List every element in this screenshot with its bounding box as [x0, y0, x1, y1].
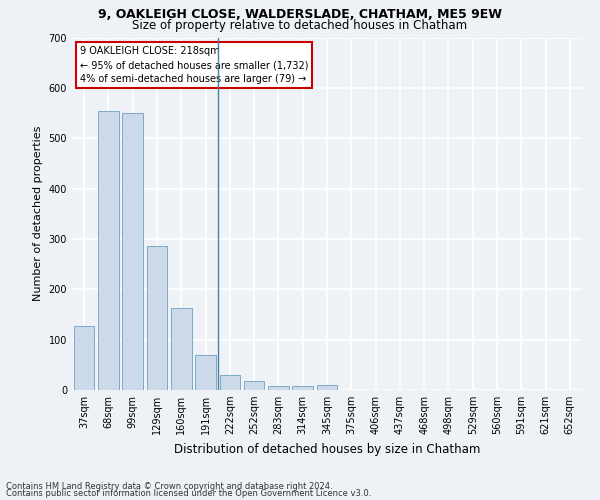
X-axis label: Distribution of detached houses by size in Chatham: Distribution of detached houses by size … [174, 442, 480, 456]
Text: 9, OAKLEIGH CLOSE, WALDERSLADE, CHATHAM, ME5 9EW: 9, OAKLEIGH CLOSE, WALDERSLADE, CHATHAM,… [98, 8, 502, 20]
Bar [171, 308, 191, 390]
Bar [317, 385, 337, 390]
Text: Contains HM Land Registry data © Crown copyright and database right 2024.: Contains HM Land Registry data © Crown c… [6, 482, 332, 491]
Bar [244, 382, 265, 390]
Bar [122, 113, 143, 390]
Bar [292, 386, 313, 390]
Y-axis label: Number of detached properties: Number of detached properties [33, 126, 43, 302]
Bar [146, 246, 167, 390]
Bar [195, 355, 216, 390]
Bar [74, 326, 94, 390]
Text: Size of property relative to detached houses in Chatham: Size of property relative to detached ho… [133, 18, 467, 32]
Bar [220, 376, 240, 390]
Text: Contains public sector information licensed under the Open Government Licence v3: Contains public sector information licen… [6, 490, 371, 498]
Bar [268, 386, 289, 390]
Text: 9 OAKLEIGH CLOSE: 218sqm
← 95% of detached houses are smaller (1,732)
4% of semi: 9 OAKLEIGH CLOSE: 218sqm ← 95% of detach… [80, 46, 308, 84]
Bar [98, 110, 119, 390]
